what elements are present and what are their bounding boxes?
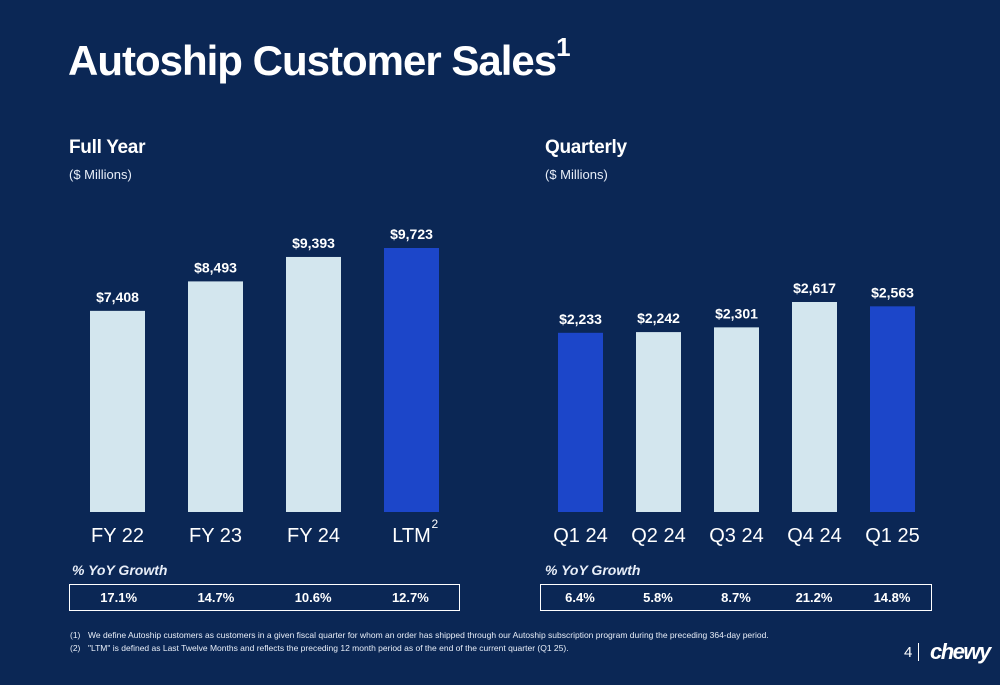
yoy-growth-value: 6.4%: [565, 590, 595, 605]
yoy-growth-value: 14.7%: [197, 590, 235, 605]
bar-q1-24: [558, 332, 603, 512]
category-footnote-marker: 2: [432, 517, 439, 531]
category-label: FY 22: [91, 525, 144, 547]
yoy-growth-value: 10.6%: [294, 590, 332, 605]
bar-fy-23: [188, 281, 243, 512]
full-year-subtitle: ($ Millions): [69, 167, 132, 182]
bar-value-label: $9,393: [292, 235, 335, 251]
category-label: FY 24: [287, 525, 340, 547]
yoy-growth-value: 14.8%: [873, 590, 911, 605]
bar-q2-24: [636, 332, 681, 512]
category-label: Q3 24: [709, 525, 763, 547]
full-year-title: Full Year: [69, 137, 146, 158]
category-label: Q2 24: [631, 525, 685, 547]
category-label: Q4 24: [787, 525, 841, 547]
chewy-logo: chewy: [930, 639, 991, 664]
quarterly-title: Quarterly: [545, 137, 627, 158]
bar-ltm: [384, 248, 439, 512]
bar-q4-24: [792, 302, 837, 512]
footnote-1: (1) We define Autoship customers as cust…: [70, 630, 769, 640]
quarterly-subtitle: ($ Millions): [545, 167, 608, 182]
bar-value-label: $2,301: [715, 305, 758, 321]
full-year-yoy-title: % YoY Growth: [72, 562, 168, 578]
page-number: 4: [904, 644, 913, 661]
full-year-yoy-box: 17.1% 14.7% 10.6% 12.7%: [69, 584, 460, 611]
category-label: Q1 24: [553, 525, 607, 547]
quarterly-yoy-title: % YoY Growth: [545, 562, 641, 578]
yoy-growth-value: 12.7%: [391, 590, 429, 605]
bar-value-label: $8,493: [194, 259, 237, 275]
bar-value-label: $2,233: [559, 311, 602, 327]
title-footnote-marker: 1: [556, 32, 571, 62]
yoy-growth-value: 8.7%: [721, 590, 751, 605]
bar-value-label: $2,242: [637, 310, 680, 326]
bar-fy-22: [90, 310, 145, 512]
yoy-growth-value: 21.2%: [795, 590, 833, 605]
page-separator: [918, 643, 919, 661]
bar-fy-24: [286, 256, 341, 512]
footnote-2: (2) "LTM" is defined as Last Twelve Mont…: [70, 643, 569, 653]
category-label: LTM: [392, 525, 431, 547]
footnotes: (1) We define Autoship customers as cust…: [70, 629, 769, 655]
category-label: Q1 25: [865, 525, 919, 547]
bar-value-label: $7,408: [96, 289, 139, 305]
bar-q1-25: [870, 306, 915, 512]
yoy-growth-value: 5.8%: [643, 590, 673, 605]
quarterly-yoy-box: 6.4% 5.8% 8.7% 21.2% 14.8%: [540, 584, 932, 611]
bar-value-label: $9,723: [390, 226, 433, 242]
bar-q3-24: [714, 327, 759, 512]
bar-value-label: $2,563: [871, 284, 914, 300]
yoy-growth-value: 17.1%: [100, 590, 138, 605]
bar-value-label: $2,617: [793, 280, 836, 296]
category-label: FY 23: [189, 525, 242, 547]
page-title: Autoship Customer Sales1: [68, 32, 571, 84]
